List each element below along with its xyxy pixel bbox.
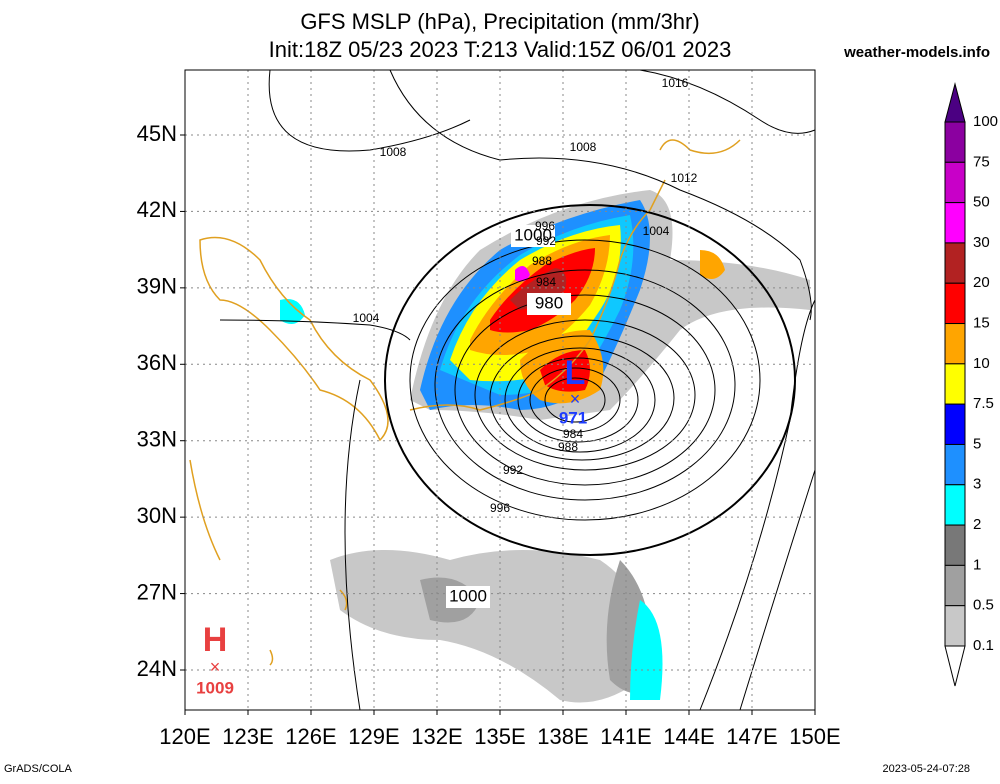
- lat-label: 27N: [137, 579, 177, 604]
- lon-label: 150E: [789, 724, 840, 749]
- colorbar-box: [944, 242, 966, 284]
- low-symbol: L: [565, 354, 586, 392]
- colorbar-box: [944, 202, 966, 244]
- colorbar-label: 30: [973, 234, 990, 251]
- colorbar-box: [944, 323, 966, 365]
- contour-label: 996: [535, 219, 555, 233]
- colorbar-bottom: [944, 645, 966, 687]
- high-marker: ×: [210, 657, 221, 677]
- lon-label: 141E: [600, 724, 651, 749]
- lon-label: 138E: [537, 724, 588, 749]
- contour-label: 984: [536, 275, 556, 289]
- low-marker: ×: [570, 389, 581, 409]
- lon-label: 126E: [285, 724, 336, 749]
- colorbar-label: 10: [973, 355, 990, 372]
- colorbar-top: [944, 82, 966, 123]
- contour-label-box: [527, 293, 571, 315]
- lat-label: 39N: [137, 274, 177, 299]
- contour-label: 988: [558, 440, 578, 454]
- colorbar-label: 3: [973, 476, 981, 493]
- colorbar-box: [944, 564, 966, 607]
- contour-label: 992: [503, 463, 523, 477]
- contour-label: 1016: [662, 76, 689, 90]
- colorbar-label: 1: [973, 556, 981, 573]
- colorbar-box: [944, 403, 966, 445]
- colorbar-label: 5: [973, 435, 981, 452]
- colorbar-box: [944, 484, 966, 526]
- lon-label: 132E: [411, 724, 462, 749]
- colorbar-box: [944, 161, 966, 204]
- contour-label: 1000: [514, 225, 552, 244]
- lon-label: 129E: [348, 724, 399, 749]
- colorbar-box: [944, 605, 966, 647]
- lat-label: 33N: [137, 427, 177, 452]
- lon-label: 147E: [726, 724, 777, 749]
- contour-label: 1008: [570, 140, 597, 154]
- subtitle: Init:18Z 05/23 2023 T:213 Valid:15Z 06/0…: [269, 37, 732, 62]
- lat-label: 30N: [137, 503, 177, 528]
- isobars: [219, 69, 816, 711]
- colorbar-label: 7.5: [973, 395, 994, 412]
- colorbar-label: 20: [973, 274, 990, 291]
- lat-label: 36N: [137, 350, 177, 375]
- contour-label-box: [446, 586, 490, 608]
- colorbar-label: 2: [973, 516, 981, 533]
- site-label: weather-models.info: [843, 44, 990, 61]
- colorbar-box: [944, 363, 966, 405]
- contour-label: 988: [532, 254, 552, 268]
- contour-label: 1008: [380, 145, 407, 159]
- lon-label: 135E: [474, 724, 525, 749]
- colorbar-box: [944, 282, 966, 325]
- lon-label: 144E: [663, 724, 714, 749]
- lon-label: 123E: [222, 724, 273, 749]
- contour-label: 984: [563, 427, 583, 441]
- lon-label: 120E: [159, 724, 210, 749]
- colorbar-label: 50: [973, 194, 990, 211]
- colorbar-label: 75: [973, 153, 990, 170]
- colorbar-label: 0.5: [973, 597, 994, 614]
- graticule: [185, 70, 815, 710]
- colorbar-label: 15: [973, 315, 990, 332]
- footer-left: GrADS/COLA: [4, 763, 73, 775]
- colorbar-box: [944, 121, 966, 163]
- contour-label: 1004: [643, 224, 670, 238]
- colorbar-label: 100: [973, 113, 998, 130]
- low-value: 971: [559, 408, 587, 427]
- colorbar-box: [944, 443, 966, 486]
- contour-label-box: [511, 225, 555, 247]
- footer-right: 2023-05-24-07:28: [883, 763, 970, 775]
- coastline: [189, 139, 741, 666]
- colorbar-box: [944, 524, 966, 566]
- contour-label: 1000: [449, 586, 487, 605]
- map-area: L × 971 H × 1009 1016 1008 1008 1012 1004 100…: [184, 69, 816, 711]
- high-symbol: H: [203, 621, 228, 659]
- lat-label: 42N: [137, 197, 177, 222]
- colorbar-label: 0.1: [973, 637, 994, 654]
- title: GFS MSLP (hPa), Precipitation (mm/3hr): [300, 9, 699, 34]
- lat-label: 45N: [137, 121, 177, 146]
- contour-label: 1012: [671, 171, 698, 185]
- colorbar: 100 75 50 30 20 15 10 7.5 5 3 2 1 0.5 0.1: [944, 82, 998, 687]
- contour-label: 980: [535, 293, 563, 312]
- contour-label: 992: [536, 234, 556, 248]
- lat-label: 24N: [137, 656, 177, 681]
- contour-label: 1004: [353, 311, 380, 325]
- high-value: 1009: [196, 678, 234, 697]
- contour-label: 996: [490, 501, 510, 515]
